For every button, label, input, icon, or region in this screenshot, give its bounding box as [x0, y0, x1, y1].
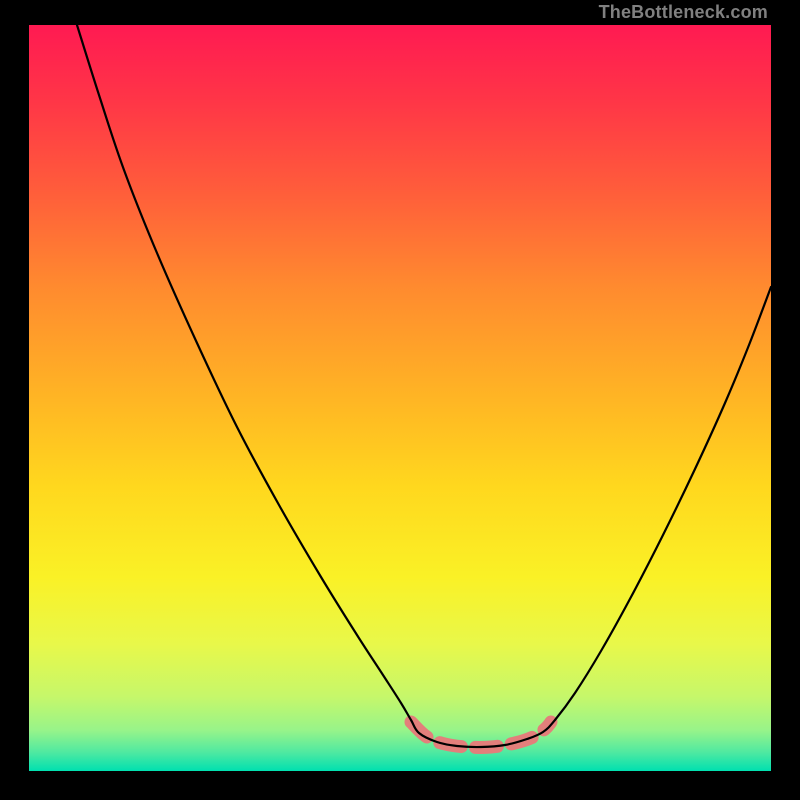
chart-svg — [29, 25, 771, 771]
gradient-background — [29, 25, 771, 771]
frame-right — [771, 0, 800, 800]
plot-area — [29, 25, 771, 771]
watermark-text: TheBottleneck.com — [599, 2, 768, 23]
frame-left — [0, 0, 29, 800]
frame-bottom — [0, 771, 800, 800]
